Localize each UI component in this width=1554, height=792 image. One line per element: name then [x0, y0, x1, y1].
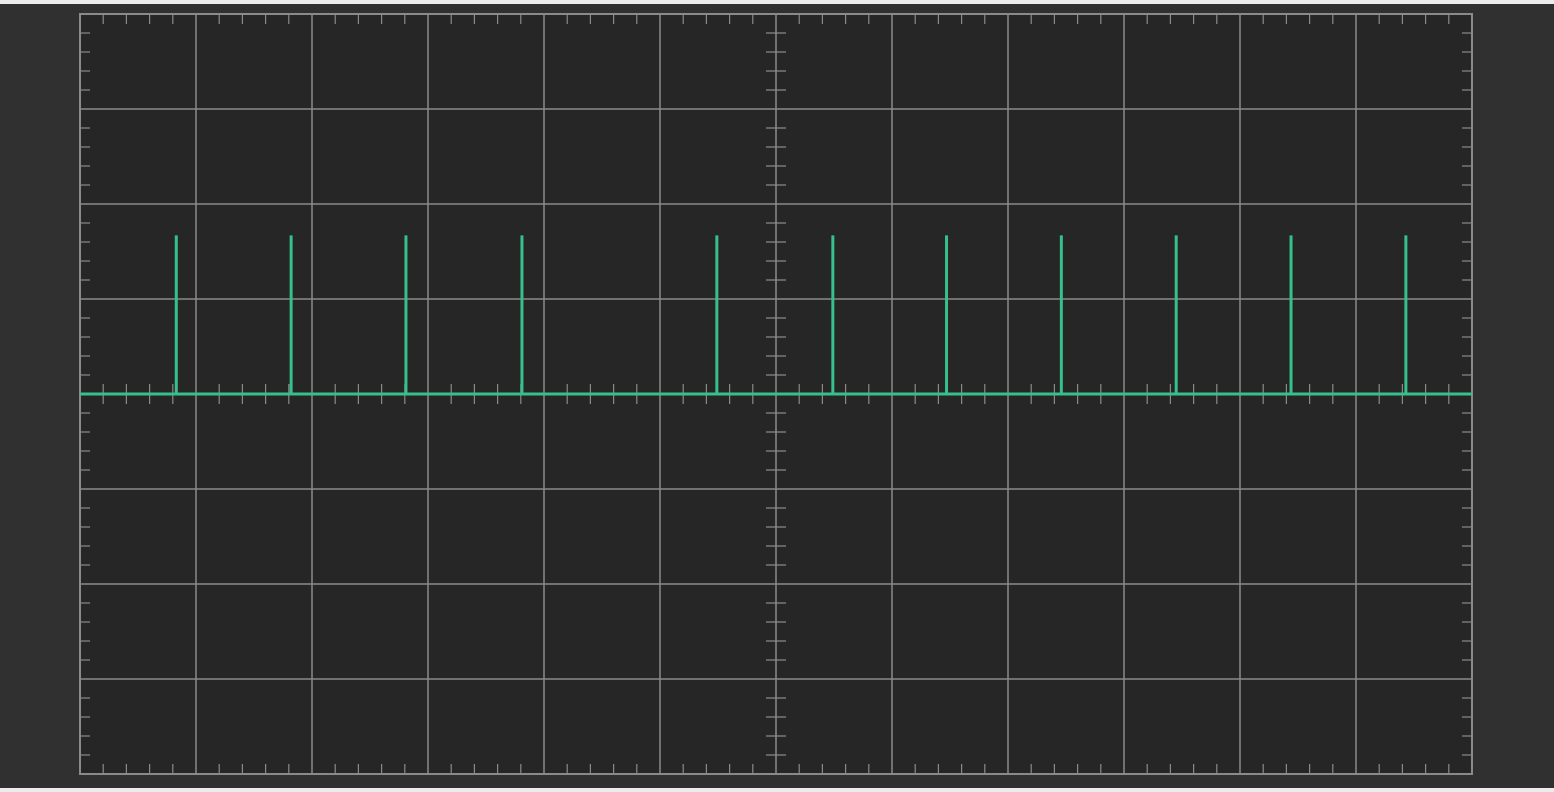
oscilloscope-screen	[79, 13, 1473, 775]
oscilloscope-window	[0, 4, 1554, 788]
waveform-trace	[80, 235, 1472, 396]
